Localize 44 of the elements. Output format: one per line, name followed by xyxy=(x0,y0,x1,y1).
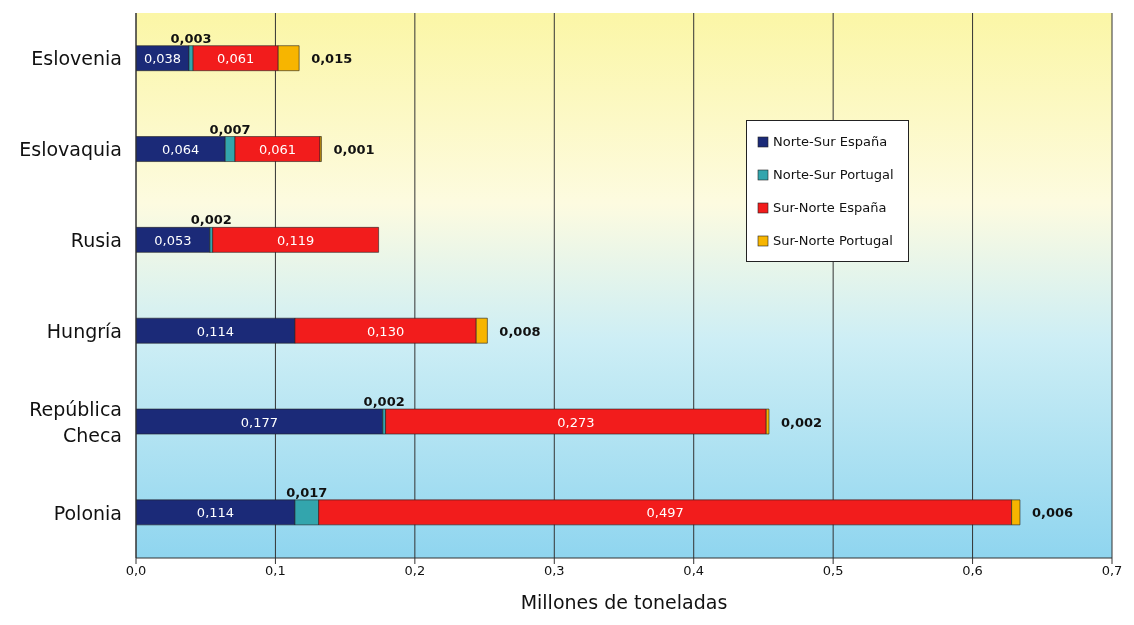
data-label: 0,130 xyxy=(366,323,405,339)
data-label: 0,064 xyxy=(162,142,200,158)
data-label: 0,003 xyxy=(170,30,212,46)
x-tick-label: 0,0 xyxy=(125,563,147,579)
x-tick-label: 0,4 xyxy=(683,563,705,579)
data-label: 0,053 xyxy=(154,232,192,248)
legend-label: Sur-Norte Portugal xyxy=(773,233,893,248)
data-label: 0,006 xyxy=(1031,505,1074,521)
y-tick-label: Hungría xyxy=(46,319,122,342)
x-tick-label: 0,5 xyxy=(822,563,844,579)
data-label: 0,007 xyxy=(209,121,251,137)
data-label: 0,002 xyxy=(781,414,823,430)
data-label: 0,061 xyxy=(217,51,255,67)
data-label: 0,017 xyxy=(286,484,328,500)
data-label: 0,114 xyxy=(196,505,235,521)
data-label: 0,177 xyxy=(240,414,278,430)
data-label: 0,061 xyxy=(258,142,297,158)
bar xyxy=(212,227,379,253)
data-label: 0,114 xyxy=(196,323,235,339)
data-label: 0,038 xyxy=(143,51,182,67)
y-tick-label: Rusia xyxy=(70,229,122,252)
y-tick-label: Polonia xyxy=(53,501,122,524)
data-label: 0,119 xyxy=(277,232,315,248)
x-tick-label: 0,6 xyxy=(962,563,983,579)
bar xyxy=(136,408,384,435)
data-label: 0,002 xyxy=(363,394,405,410)
legend-label: Sur-Norte España xyxy=(773,200,887,215)
x-tick-label: 0,2 xyxy=(404,563,426,579)
legend-label: Norte-Sur Portugal xyxy=(773,167,894,182)
data-label: 0,273 xyxy=(557,414,595,430)
x-tick-label: 0,3 xyxy=(543,563,565,579)
x-axis-title: Millones de toneladas xyxy=(520,591,728,613)
y-tick-label: República Checa xyxy=(29,397,122,446)
x-tick-label: 0,1 xyxy=(265,563,286,579)
x-tick-label: 0,7 xyxy=(1101,563,1123,579)
y-tick-label: Eslovaquia xyxy=(19,138,122,161)
data-label: 0,008 xyxy=(499,323,541,339)
y-tick-label: Eslovenia xyxy=(31,47,122,70)
data-label: 0,002 xyxy=(190,212,232,228)
bar xyxy=(385,408,767,435)
data-label: 0,001 xyxy=(333,142,375,158)
legend-label: Norte-Sur España xyxy=(773,134,888,149)
data-label: 0,497 xyxy=(646,505,684,521)
data-label: 0,015 xyxy=(311,51,353,67)
